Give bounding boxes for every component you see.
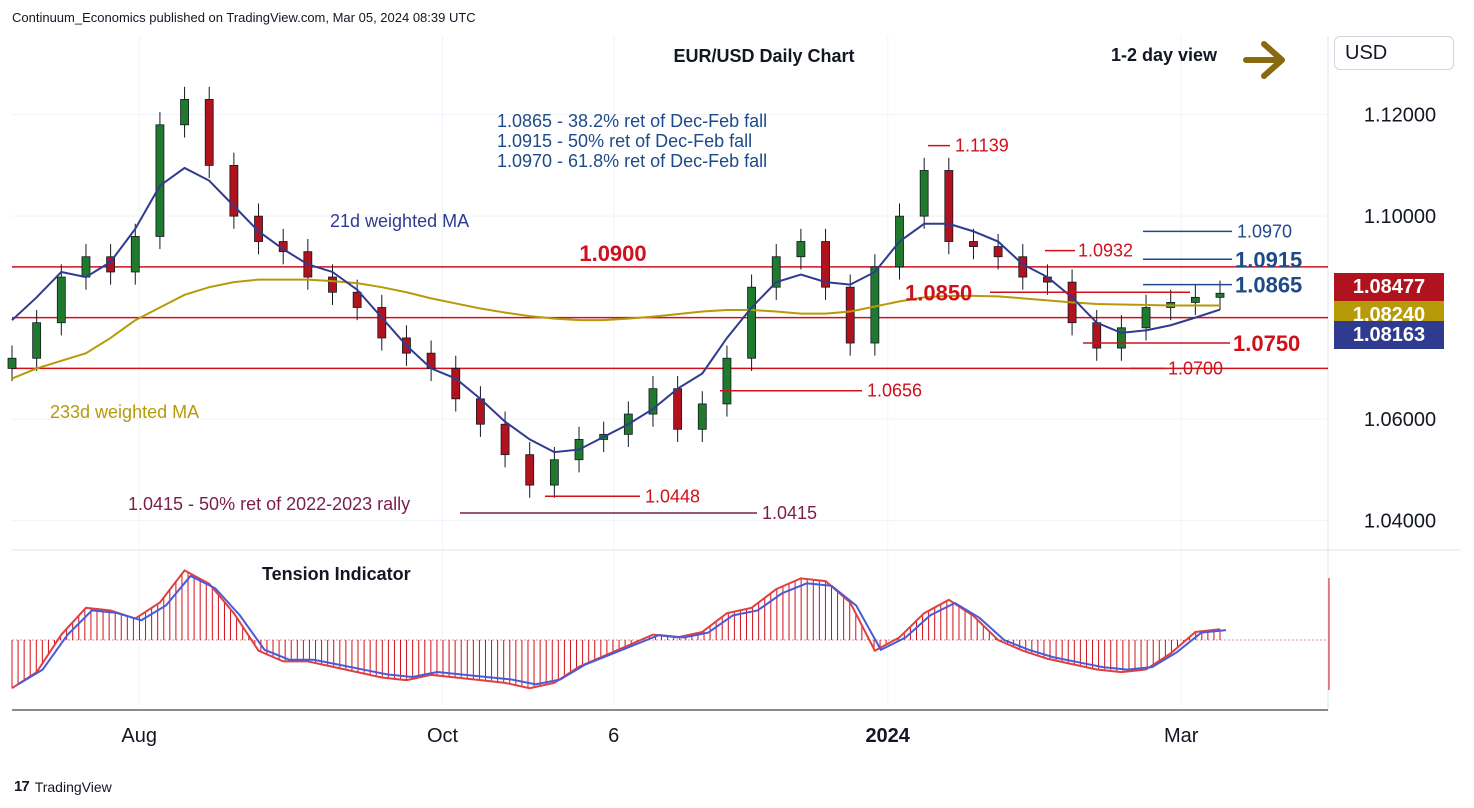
candle-body <box>81 256 91 278</box>
level-label-1-0900: 1.0900 <box>579 241 646 266</box>
candle-body <box>549 459 559 486</box>
tension-line-slow <box>17 574 1227 686</box>
candle-body <box>944 170 954 242</box>
candle-body <box>993 246 1003 258</box>
candle-body <box>673 388 683 430</box>
candle-body <box>204 99 214 166</box>
chart-title: EUR/USD Daily Chart <box>673 46 854 66</box>
candle-body <box>525 454 535 486</box>
candle-body <box>500 423 510 456</box>
candle-body <box>1092 322 1102 349</box>
x-tick-label: 6 <box>608 725 619 747</box>
tension-title: Tension Indicator <box>262 564 411 584</box>
candle-body <box>1116 327 1126 349</box>
candle-body <box>254 215 263 242</box>
level-label: 1.0915 <box>1235 247 1302 272</box>
tension-line-fast <box>11 569 1221 690</box>
right-arrow-icon <box>1243 41 1285 79</box>
level-label: 1.0932 <box>1078 241 1133 261</box>
level-label: 1.0850 <box>905 280 972 305</box>
candle-body <box>180 99 189 126</box>
currency-selector[interactable]: USD <box>1334 36 1454 70</box>
x-tick-label: 2024 <box>865 725 910 747</box>
candle-body <box>130 236 140 273</box>
y-tick-label: 1.06000 <box>1364 409 1436 431</box>
level-label: 1.0448 <box>645 486 700 506</box>
wma-21-label: 21d weighted MA <box>330 211 469 231</box>
candle-body <box>771 256 781 288</box>
candle-body <box>845 286 855 344</box>
level-label: 1.1139 <box>955 136 1009 156</box>
annotation-text: 1.0915 - 50% ret of Dec-Feb fall <box>497 131 752 151</box>
tradingview-brand: TradingView <box>34 778 112 795</box>
candle-body <box>1190 296 1200 303</box>
y-tick-label: 1.04000 <box>1364 511 1436 533</box>
level-label: 1.0750 <box>1233 331 1300 356</box>
candle-body <box>919 170 929 217</box>
level-label: 1.0865 <box>1235 273 1302 298</box>
candle-body <box>1141 307 1151 329</box>
level-label: 1.0970 <box>1237 221 1292 241</box>
annotation-text: 1.0865 - 38.2% ret of Dec-Feb fall <box>497 111 767 131</box>
candle-body <box>352 291 362 308</box>
annotation-text: 1.0415 - 50% ret of 2022-2023 rally <box>128 494 410 514</box>
candle-body <box>796 241 806 258</box>
annotation-text: 1.0970 - 61.8% ret of Dec-Feb fall <box>497 151 767 171</box>
candle-body <box>648 388 658 415</box>
y-tick-label: 1.10000 <box>1364 206 1436 228</box>
wma-233-line <box>11 278 1220 380</box>
candle-body <box>377 307 387 339</box>
level-label: 1.0415 <box>762 503 817 523</box>
x-tick-label: Oct <box>427 725 459 747</box>
candle-body <box>722 357 732 405</box>
price-badge: 1.08163 <box>1334 321 1444 350</box>
candle-body <box>821 241 830 288</box>
candle-body <box>969 241 978 247</box>
level-label: 1.0700 <box>1168 358 1223 378</box>
candle-body <box>7 357 17 369</box>
candle-body <box>747 286 756 359</box>
candle-body <box>229 165 239 217</box>
candle-body <box>697 403 707 430</box>
y-tick-label: 1.12000 <box>1364 105 1436 127</box>
candle-body <box>32 322 42 359</box>
wma-21-line <box>11 166 1221 454</box>
candle-body <box>328 276 337 293</box>
view-note: 1-2 day view <box>1111 45 1218 65</box>
wma-233-label: 233d weighted MA <box>50 402 199 422</box>
tradingview-logo: 17 TradingView <box>14 778 112 795</box>
candle-body <box>155 124 165 237</box>
x-tick-label: Aug <box>121 725 157 747</box>
publish-credit: Continuum_Economics published on Trading… <box>12 10 476 25</box>
candle-body <box>451 367 461 400</box>
x-tick-label: Mar <box>1164 725 1199 747</box>
candle-body <box>1215 292 1225 298</box>
tradingview-icon: 17 <box>14 778 30 795</box>
price-badge: 1.08477 <box>1334 273 1444 302</box>
candle-body <box>56 276 66 324</box>
level-label: 1.0656 <box>867 381 922 401</box>
